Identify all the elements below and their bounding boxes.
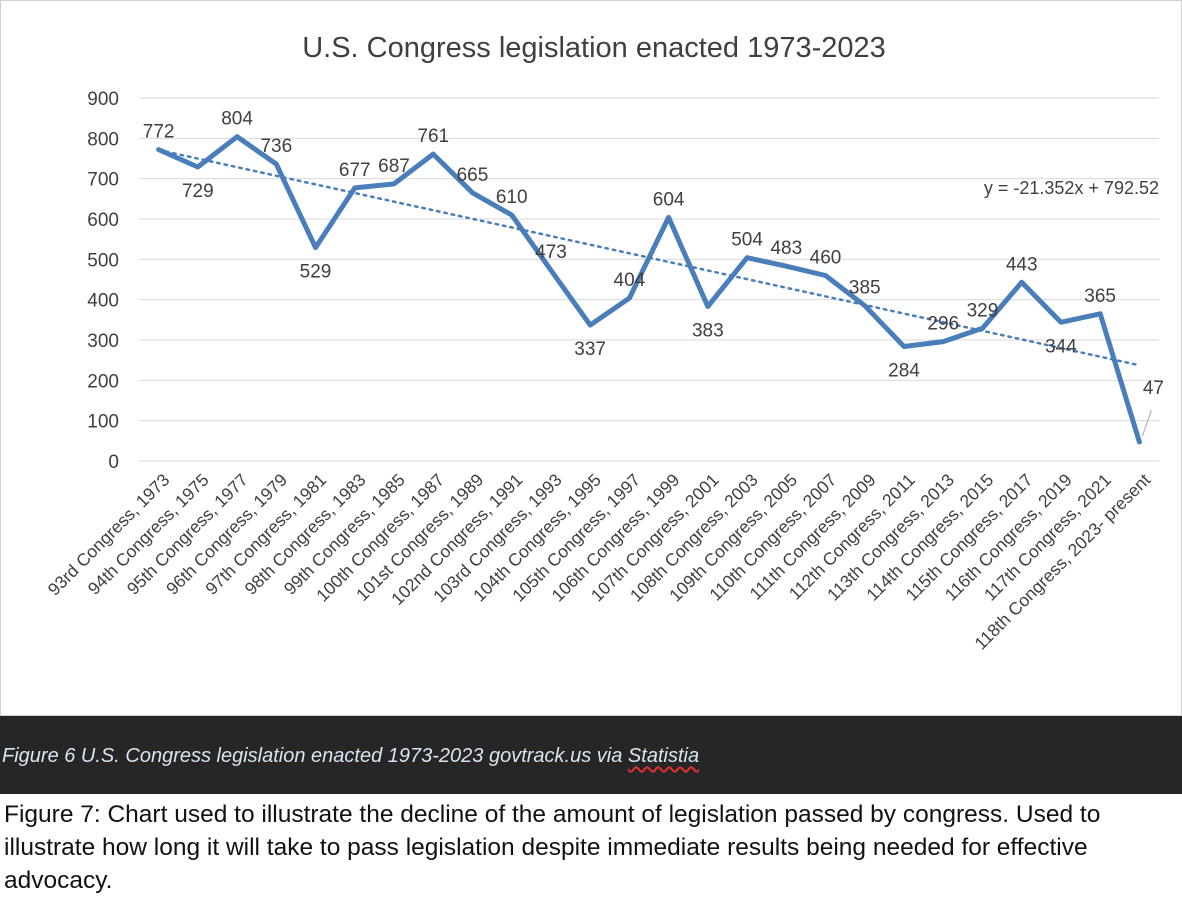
chart-title: U.S. Congress legislation enacted 1973-2… (302, 32, 886, 64)
data-point (745, 255, 750, 260)
y-tick-label: 800 (87, 129, 119, 150)
chart-frame: U.S. Congress legislation enacted 1973-2… (0, 0, 1182, 716)
data-point (1019, 280, 1024, 285)
data-label: 443 (1006, 254, 1038, 275)
data-label: 284 (888, 360, 920, 381)
data-label: 736 (260, 136, 292, 157)
data-point (470, 190, 475, 195)
trendline-equation: y = -21.352x + 792.52 (984, 178, 1159, 198)
data-label: 404 (614, 270, 646, 291)
data-label: 504 (731, 230, 763, 251)
leader-line (1141, 409, 1152, 437)
data-label: 337 (574, 339, 606, 360)
y-tick-label: 600 (87, 210, 119, 231)
data-label: 804 (221, 109, 253, 130)
y-tick-label: 300 (87, 331, 119, 352)
data-point (1098, 311, 1103, 316)
y-tick-label: 500 (87, 250, 119, 271)
data-point (980, 326, 985, 331)
data-point (392, 181, 396, 186)
data-label: 473 (535, 242, 567, 263)
data-point (235, 134, 240, 139)
data-label: 665 (457, 165, 489, 186)
data-label: 365 (1084, 286, 1116, 307)
y-tick-label: 900 (87, 89, 119, 110)
data-point (862, 303, 867, 308)
data-point (548, 268, 553, 273)
caption-source-link: Statistia (627, 745, 700, 767)
data-label: 529 (300, 262, 332, 283)
caption-prefix: Figure 6 U.S. Congress legislation enact… (2, 745, 628, 767)
data-point (627, 296, 632, 301)
data-point (1137, 440, 1142, 445)
y-tick-label: 0 (108, 452, 119, 473)
figure-description: Figure 7: Chart used to illustrate the d… (4, 801, 1101, 894)
data-label: 329 (967, 300, 999, 321)
data-label: 344 (1045, 336, 1077, 357)
data-label: 610 (496, 187, 528, 208)
data-label: 296 (927, 314, 959, 335)
y-axis-ticks: 0 100 200 300 400 500 600 700 800 900 (87, 89, 119, 473)
data-label: 729 (182, 181, 214, 202)
figure-caption-bar: Figure 6 U.S. Congress legislation enact… (0, 716, 1182, 794)
data-point (274, 162, 279, 167)
y-tick-label: 200 (87, 371, 119, 392)
series-layer (156, 134, 1142, 445)
y-tick-label: 700 (87, 170, 119, 191)
data-label: 772 (143, 122, 175, 143)
data-point (784, 264, 789, 269)
data-label: 47 (1143, 378, 1164, 399)
data-point (509, 212, 514, 217)
data-label: 385 (849, 278, 881, 299)
data-label: 677 (339, 160, 371, 181)
data-label: 604 (653, 189, 685, 210)
data-point (195, 164, 200, 169)
data-point (705, 304, 710, 309)
y-tick-label: 100 (87, 412, 119, 433)
data-point (431, 152, 436, 157)
data-labels: 772 729 804 736 529 677 687 761 665 610 473 337 404 6… (143, 109, 1164, 437)
data-point (313, 245, 318, 250)
data-point (156, 147, 161, 152)
data-point (352, 185, 357, 190)
data-point (588, 323, 593, 328)
data-label: 460 (810, 247, 842, 268)
figure-caption: Figure 6 U.S. Congress legislation enact… (2, 745, 699, 768)
y-tick-label: 400 (87, 291, 119, 312)
data-label: 383 (692, 321, 724, 342)
data-point (823, 273, 828, 278)
data-point (666, 215, 671, 220)
data-point (941, 339, 946, 344)
data-label: 761 (417, 126, 449, 147)
data-label: 687 (378, 156, 410, 177)
data-label: 483 (770, 238, 802, 259)
data-point (1058, 320, 1063, 325)
line-chart: U.S. Congress legislation enacted 1973-2… (44, 32, 1164, 654)
data-point (902, 344, 906, 349)
series-line (156, 134, 1142, 445)
